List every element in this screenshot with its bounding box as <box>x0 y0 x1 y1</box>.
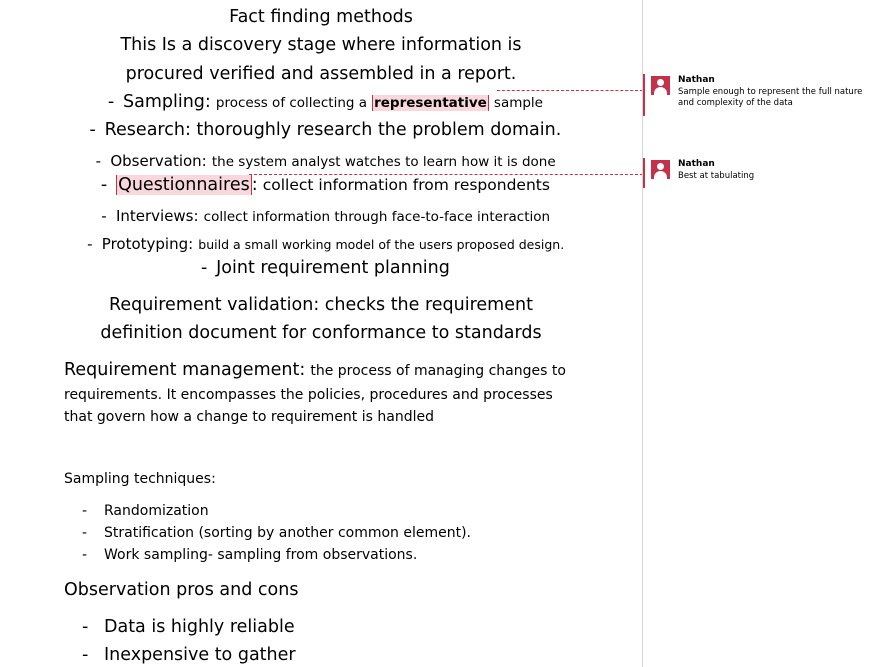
comment-author: Nathan <box>678 159 715 169</box>
bullet: - <box>89 120 96 140</box>
method-desc: sample <box>493 95 543 111</box>
intro-line-2: procured verified and assembled in a rep… <box>125 64 517 84</box>
avatar-icon <box>651 76 670 95</box>
list-item: - Inexpensive to gather <box>82 645 296 666</box>
method-desc: the system analyst watches to learn how … <box>211 154 556 170</box>
avatar-icon <box>651 160 670 179</box>
list-item: - Stratification (sorting by another comm… <box>82 525 471 542</box>
method-interviews: - Interviews: collect information through… <box>0 206 642 225</box>
bullet: - <box>82 645 89 665</box>
management-term: Requirement management: <box>64 360 306 380</box>
bullet: - <box>82 547 88 563</box>
comment-accent-bar <box>643 74 645 116</box>
bullet: - <box>100 175 108 195</box>
list-item-text: Inexpensive to gather <box>104 645 296 665</box>
doc-heading: Fact finding methods <box>229 7 413 27</box>
method-observation: - Observation: the system analyst watches… <box>0 151 642 170</box>
list-item: - Data is highly reliable <box>82 617 295 638</box>
method-term: Observation: <box>110 152 207 170</box>
method-term: Sampling: <box>122 92 211 112</box>
intro-line-1: This Is a discovery stage where informat… <box>120 35 522 55</box>
method-desc: thoroughly research the problem domain. <box>196 120 562 140</box>
bullet: - <box>82 503 88 519</box>
comment-accent-bar <box>643 158 645 188</box>
method-research: - Research: thoroughly research the probl… <box>0 120 642 141</box>
bullet: - <box>87 235 93 253</box>
method-term: Prototyping: <box>101 235 194 253</box>
management-desc: the process of managing changes to <box>310 363 566 379</box>
method-sampling: - Sampling: process of collecting a repre… <box>0 92 642 113</box>
management-line-2: requirements. It encompasses the policie… <box>64 387 553 403</box>
bullet: - <box>107 92 115 112</box>
bullet: - <box>101 207 107 225</box>
method-jrp: - Joint requirement planning <box>0 258 642 279</box>
bullet: - <box>82 617 89 637</box>
document-page[interactable]: Fact finding methods This Is a discovery… <box>0 0 642 667</box>
comment-author: Nathan <box>678 75 715 85</box>
method-questionnaires: - Questionnaires: collect information fro… <box>0 175 642 196</box>
method-term: Interviews: <box>115 207 199 225</box>
commented-text-questionnaires[interactable]: Questionnaires <box>116 175 252 195</box>
comment-card[interactable]: Nathan Sample enough to represent the fu… <box>643 74 880 116</box>
management-line-3: that govern how a change to requirement … <box>64 409 434 425</box>
comment-connector <box>497 90 643 91</box>
comments-pane <box>642 0 880 667</box>
method-prototyping: - Prototyping: build a small working mode… <box>0 234 642 253</box>
list-item-text: Work sampling- sampling from observation… <box>104 547 418 563</box>
method-desc: collect information from respondents <box>262 176 550 194</box>
bullet: - <box>200 258 208 278</box>
method-desc: process of collecting a <box>215 95 368 111</box>
method-desc: collect information through face-to-face… <box>203 209 551 225</box>
method-desc: build a small working model of the users… <box>198 237 565 252</box>
comment-text: Sample enough to represent the full natu… <box>678 87 863 108</box>
colon: : <box>251 175 258 195</box>
method-term: Joint requirement planning <box>216 258 450 278</box>
list-item-text: Stratification (sorting by another commo… <box>104 525 472 541</box>
list-item-text: Data is highly reliable <box>104 617 295 637</box>
list-item: - Randomization <box>82 503 209 520</box>
comment-card[interactable]: Nathan Best at tabulating <box>643 158 880 188</box>
management-line-1: Requirement management: the process of m… <box>64 360 566 381</box>
commented-text-representative[interactable]: representative <box>372 95 489 111</box>
list-item: - Work sampling- sampling from observatio… <box>82 547 417 564</box>
observation-heading: Observation pros and cons <box>64 580 299 600</box>
sampling-heading: Sampling techniques: <box>64 471 216 487</box>
bullet: - <box>95 152 102 170</box>
validation-line-1: Requirement validation: checks the requi… <box>109 295 533 315</box>
validation-line-2: definition document for conformance to s… <box>100 323 542 343</box>
list-item-text: Randomization <box>104 503 209 519</box>
comment-text: Best at tabulating <box>678 171 755 181</box>
comment-connector <box>249 174 643 175</box>
bullet: - <box>82 525 88 541</box>
method-term: Research: <box>104 120 191 140</box>
